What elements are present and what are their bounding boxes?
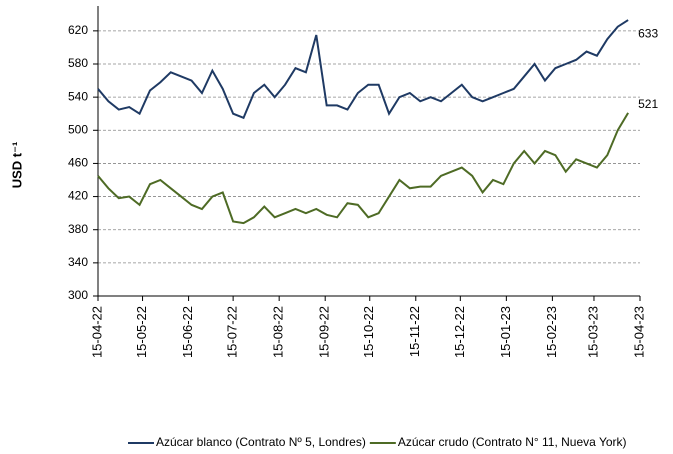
x-tick-label: 15-08-22 (271, 306, 286, 358)
x-tick-label: 15-11-22 (407, 306, 422, 357)
legend-label: Azúcar blanco (Contrato Nº 5, Londres) (156, 435, 366, 449)
legend: Azúcar blanco (Contrato Nº 5, Londres) Az… (128, 435, 627, 449)
y-tick-label: 380 (68, 222, 88, 236)
y-tick-label: 620 (68, 23, 88, 37)
y-tick-label: 420 (68, 189, 88, 203)
x-tick-label: 15-05-22 (134, 306, 149, 358)
y-tick-label: 540 (68, 89, 88, 103)
series-line (97, 112, 629, 225)
y-tick-label: 500 (68, 122, 88, 136)
x-tick-label: 15-04-23 (631, 306, 646, 358)
x-tick-label: 15-06-22 (180, 306, 195, 358)
y-tick-label: 580 (68, 56, 88, 70)
legend-label: Azúcar crudo (Contrato N° 11, Nueva York… (398, 435, 627, 449)
x-tick-label: 15-10-22 (361, 306, 376, 358)
x-tick-label: 15-04-22 (89, 306, 104, 358)
end-label: 633 (638, 26, 658, 40)
x-tick-label: 15-12-22 (452, 306, 467, 358)
x-tick-label: 15-02-23 (544, 306, 559, 358)
x-tick-label: 15-09-22 (317, 306, 332, 358)
y-tick-label: 300 (68, 288, 88, 302)
y-tick-label: 460 (68, 156, 88, 170)
series-line (97, 19, 629, 120)
y-tick-label: 340 (68, 255, 88, 269)
x-tick-label: 15-03-23 (585, 306, 600, 358)
x-tick-label: 15-01-23 (498, 306, 513, 358)
y-axis-label: USD t⁻¹ (9, 142, 24, 189)
end-label: 521 (638, 97, 658, 111)
x-tick-label: 15-07-22 (225, 306, 240, 358)
